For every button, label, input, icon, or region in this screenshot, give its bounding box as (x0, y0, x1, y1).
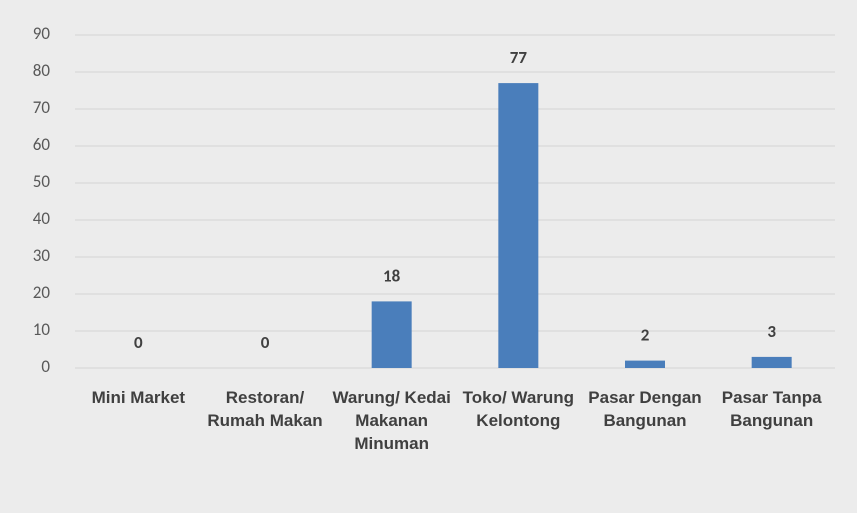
y-tick-label: 90 (33, 23, 51, 44)
bar (371, 301, 412, 368)
bar (498, 83, 539, 368)
x-tick-label: Warung/ Kedai Makanan Minuman (332, 388, 451, 453)
bar (625, 360, 665, 368)
value-label: 2 (641, 325, 650, 346)
y-tick-label: 50 (33, 171, 51, 192)
x-tick-label: Pasar Dengan Bangunan (588, 388, 702, 430)
value-label: 3 (767, 321, 776, 342)
y-tick-label: 10 (33, 319, 51, 340)
value-label: 0 (261, 332, 270, 353)
value-label: 77 (510, 47, 528, 68)
y-tick-label: 40 (33, 208, 51, 229)
x-tick-label: Toko/ Warung Kelontong (462, 388, 575, 430)
x-tick-label: Mini Market (91, 388, 186, 407)
y-tick-label: 80 (33, 60, 51, 81)
y-tick-label: 0 (41, 356, 50, 377)
y-tick-label: 30 (33, 245, 51, 266)
y-tick-label: 60 (33, 134, 51, 155)
value-label: 18 (383, 266, 401, 287)
x-tick-label: Restoran/ Rumah Makan (207, 388, 323, 430)
value-label: 0 (134, 332, 143, 353)
y-tick-label: 70 (33, 97, 51, 118)
y-tick-label: 20 (33, 282, 51, 303)
bar (751, 356, 792, 368)
x-tick-label: Pasar Tanpa Bangunan (721, 388, 822, 430)
